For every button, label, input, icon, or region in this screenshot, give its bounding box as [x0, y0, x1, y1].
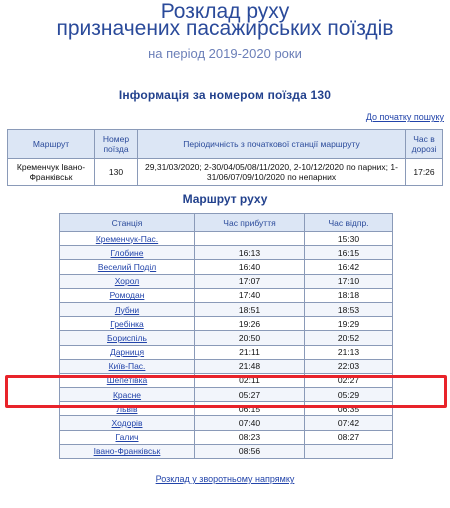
station-link[interactable]: Кременчук-Пас.: [95, 233, 159, 244]
departure-cell: 07:42: [304, 415, 393, 431]
period-label: на період 2019-2020 роки: [148, 46, 302, 61]
departure-cell: 16:42: [304, 259, 393, 275]
station-cell: Івано-Франківськ: [59, 443, 195, 460]
station-cell: Ходорів: [59, 415, 195, 431]
station-cell: Глобине: [59, 245, 195, 261]
table-row: Київ-Пас. 21:48 22:03: [59, 358, 393, 374]
col-header-arrival: Час прибуття: [194, 213, 305, 232]
station-cell: Кременчук-Пас.: [59, 230, 195, 247]
arrival-cell: 07:40: [194, 415, 305, 431]
arrival-cell: 18:51: [194, 301, 305, 318]
reverse-direction-link[interactable]: Розклад у зворотньому напрямку: [155, 474, 295, 484]
arrival-cell: 08:23: [194, 429, 305, 445]
station-link[interactable]: Красне: [112, 389, 142, 400]
station-link[interactable]: Київ-Пас.: [108, 361, 146, 372]
station-cell: Красне: [59, 387, 195, 403]
col-header-departure: Час відпр.: [304, 213, 393, 232]
station-link[interactable]: Лубни: [114, 304, 140, 315]
arrival-cell: 16:40: [194, 259, 305, 275]
table-row: Хорол 17:07 17:10: [59, 273, 393, 289]
arrival-cell: 05:27: [194, 387, 305, 403]
station-cell: Веселий Поділ: [59, 259, 195, 275]
station-link[interactable]: Бориспіль: [107, 332, 147, 343]
col-header-station: Станція: [59, 213, 195, 232]
station-link[interactable]: Шепетівка: [106, 375, 148, 386]
arrival-cell: 17:07: [194, 273, 305, 289]
highlight-box: [5, 375, 447, 408]
arrival-cell: 17:40: [194, 287, 305, 303]
table-row: Ходорів 07:40 07:42: [59, 415, 393, 431]
table-row: Кременчук-Пас. 15:30: [59, 230, 393, 247]
table-row: Лубни 18:51 18:53: [59, 301, 393, 318]
col-header-route: Маршрут: [7, 129, 95, 159]
table-row: Галич 08:23 08:27: [59, 429, 393, 445]
train-number-cell: 130: [94, 158, 138, 186]
route-cell: Кременчук Івано-Франківськ: [7, 158, 95, 186]
station-link[interactable]: Дарниця: [109, 347, 145, 358]
station-link[interactable]: Галич: [115, 432, 139, 443]
station-cell: Київ-Пас.: [59, 358, 195, 374]
station-link[interactable]: Івано-Франківськ: [93, 446, 161, 457]
station-link[interactable]: Гребінка: [110, 318, 144, 329]
departure-cell: 19:29: [304, 316, 393, 332]
route-title: Маршрут руху: [182, 192, 268, 206]
arrival-cell: 20:50: [194, 330, 305, 346]
arrival-cell: 16:13: [194, 245, 305, 261]
col-header-travel-time: Час в дорозі: [405, 129, 443, 159]
station-cell: Гребінка: [59, 316, 195, 332]
station-link[interactable]: Хорол: [114, 276, 140, 287]
arrival-cell: 08:56: [194, 443, 305, 460]
station-cell: Дарниця: [59, 344, 195, 360]
train-info-title: Інформація за номером поїзда 130: [118, 88, 332, 102]
departure-cell: 21:13: [304, 344, 393, 360]
page-subtitle: призначених пасажирських поїздів: [56, 17, 394, 40]
station-link[interactable]: Львів: [116, 403, 138, 414]
departure-cell: 20:52: [304, 330, 393, 346]
arrival-cell: 21:11: [194, 344, 305, 360]
departure-cell: 16:15: [304, 245, 393, 261]
table-row: Красне 05:27 05:29: [59, 387, 393, 403]
table-row: Ромодан 17:40 18:18: [59, 287, 393, 303]
station-link[interactable]: Ромодан: [109, 290, 145, 301]
col-header-periodicity: Періодичність з початкової станції маршр…: [137, 129, 406, 159]
table-row: Бориспіль 20:50 20:52: [59, 330, 393, 346]
station-cell: Бориспіль: [59, 330, 195, 346]
travel-time-cell: 17:26: [405, 158, 443, 186]
departure-cell: 17:10: [304, 273, 393, 289]
table-row: Івано-Франківськ 08:56: [59, 443, 393, 460]
table-row: Дарниця 21:11 21:13: [59, 344, 393, 360]
departure-cell: 18:53: [304, 301, 393, 318]
departure-cell: 15:30: [304, 230, 393, 247]
arrival-cell: [194, 230, 305, 247]
arrival-cell: 19:26: [194, 316, 305, 332]
station-link[interactable]: Ходорів: [111, 418, 143, 429]
back-to-search-link[interactable]: До початку пошуку: [365, 112, 444, 122]
train-info-table: Маршрут Номер поїзда Періодичність з поч…: [7, 129, 443, 186]
station-cell: Галич: [59, 429, 195, 445]
departure-cell: 08:27: [304, 429, 393, 445]
table-row: Гребінка 19:26 19:29: [59, 316, 393, 332]
table-row: Веселий Поділ 16:40 16:42: [59, 259, 393, 275]
station-link[interactable]: Глобине: [110, 247, 144, 258]
arrival-cell: 21:48: [194, 358, 305, 374]
station-cell: Ромодан: [59, 287, 195, 303]
periodicity-cell: 29,31/03/2020; 2-30/04/05/08/11/2020, 2-…: [137, 158, 406, 186]
departure-cell: 18:18: [304, 287, 393, 303]
departure-cell: 22:03: [304, 358, 393, 374]
departure-cell: [304, 443, 393, 460]
departure-cell: 05:29: [304, 387, 393, 403]
station-cell: Хорол: [59, 273, 195, 289]
route-table: Станція Час прибуття Час відпр. Кременчу…: [59, 213, 393, 460]
col-header-number: Номер поїзда: [94, 129, 138, 159]
page-title: Розклад руху: [160, 0, 290, 23]
station-link[interactable]: Веселий Поділ: [97, 261, 157, 272]
station-cell: Лубни: [59, 301, 195, 318]
table-row: Глобине 16:13 16:15: [59, 245, 393, 261]
